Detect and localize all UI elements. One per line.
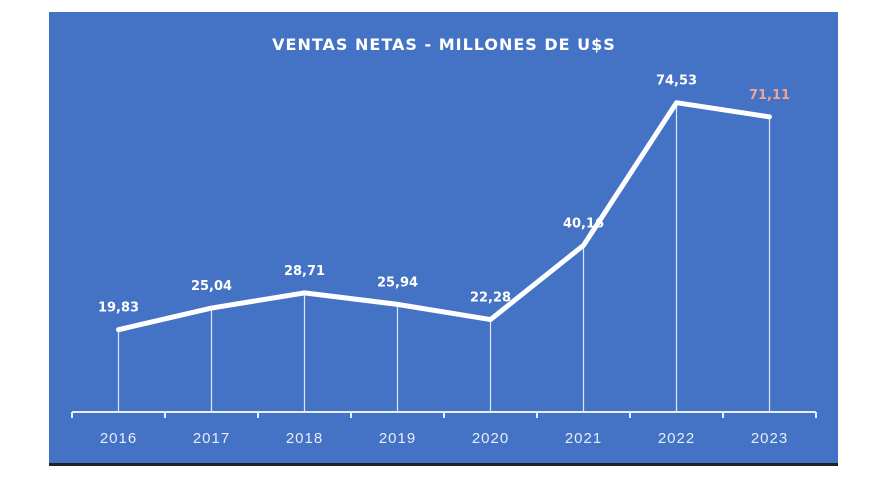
data-label: 19,83 <box>98 301 139 316</box>
data-label: 40,16 <box>563 216 604 231</box>
x-tick-label: 2021 <box>565 430 602 447</box>
chart-background <box>49 12 838 463</box>
data-label: 28,71 <box>284 264 325 279</box>
series-line <box>116 100 772 333</box>
data-label: 74,53 <box>656 74 697 89</box>
x-tick-label: 2019 <box>379 430 416 447</box>
data-label: 71,11 <box>749 88 790 103</box>
x-tick-label: 2018 <box>286 430 323 447</box>
x-tick-label: 2017 <box>193 430 230 447</box>
data-label: 25,04 <box>191 279 232 294</box>
x-tick-label: 2022 <box>658 430 695 447</box>
data-label: 22,28 <box>470 291 511 306</box>
x-tick-label: 2020 <box>472 430 509 447</box>
x-tick-label: 2016 <box>100 430 137 447</box>
x-tick-label: 2023 <box>751 430 788 447</box>
data-label: 25,94 <box>377 275 418 290</box>
bottom-divider <box>49 463 838 466</box>
chart-title: VENTAS NETAS - MILLONES DE U$S <box>272 35 616 54</box>
